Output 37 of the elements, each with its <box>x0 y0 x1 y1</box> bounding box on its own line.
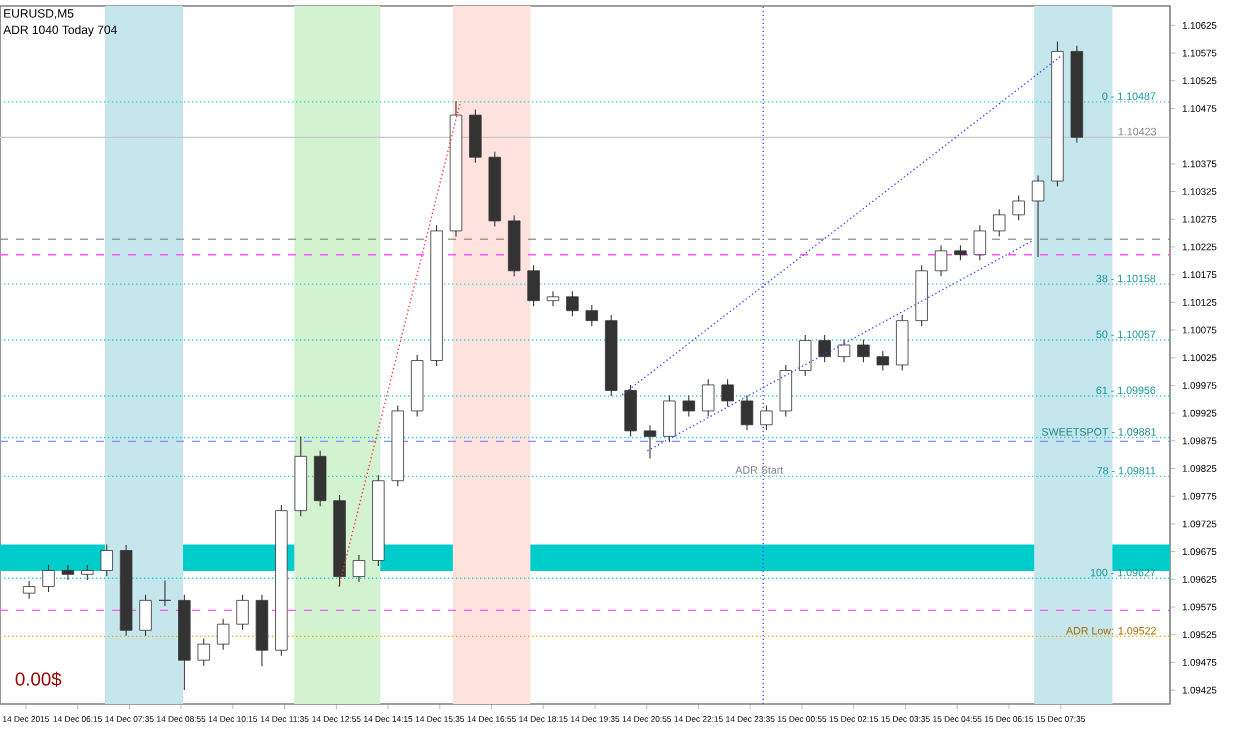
candlestick <box>760 404 773 431</box>
candlestick <box>1031 174 1045 258</box>
candlestick <box>701 378 715 418</box>
annotation: 0.00$ <box>15 671 62 687</box>
candlestick <box>236 594 249 631</box>
candlestick <box>585 304 599 327</box>
candlestick <box>973 224 987 261</box>
candlestick <box>100 543 113 577</box>
candlestick <box>139 594 152 637</box>
candlestick <box>740 394 754 431</box>
candlestick <box>197 638 210 667</box>
candlestick <box>721 378 734 408</box>
candlestick <box>566 290 579 317</box>
candlestick <box>896 314 909 372</box>
candlestick <box>934 244 948 277</box>
candlestick <box>352 554 366 583</box>
candlestick <box>663 394 676 443</box>
candlestick <box>993 208 1006 237</box>
candlestick <box>624 384 637 437</box>
candlestick <box>779 364 793 418</box>
candlestick <box>216 618 230 651</box>
candlestick <box>643 424 657 460</box>
candlestick <box>837 338 851 363</box>
candlestick <box>469 109 482 164</box>
candlestick <box>546 290 560 307</box>
candlestick <box>857 338 870 363</box>
candlestick <box>22 580 36 600</box>
candlestick <box>61 564 75 581</box>
candlestick <box>876 350 890 372</box>
candlestick <box>682 394 696 418</box>
candlestick <box>527 264 540 307</box>
candlestick <box>818 334 831 363</box>
candlestick <box>1012 194 1025 221</box>
candlestick <box>313 450 327 507</box>
candlestick <box>42 564 55 593</box>
candlestick <box>158 579 172 607</box>
candlestick <box>799 334 812 377</box>
